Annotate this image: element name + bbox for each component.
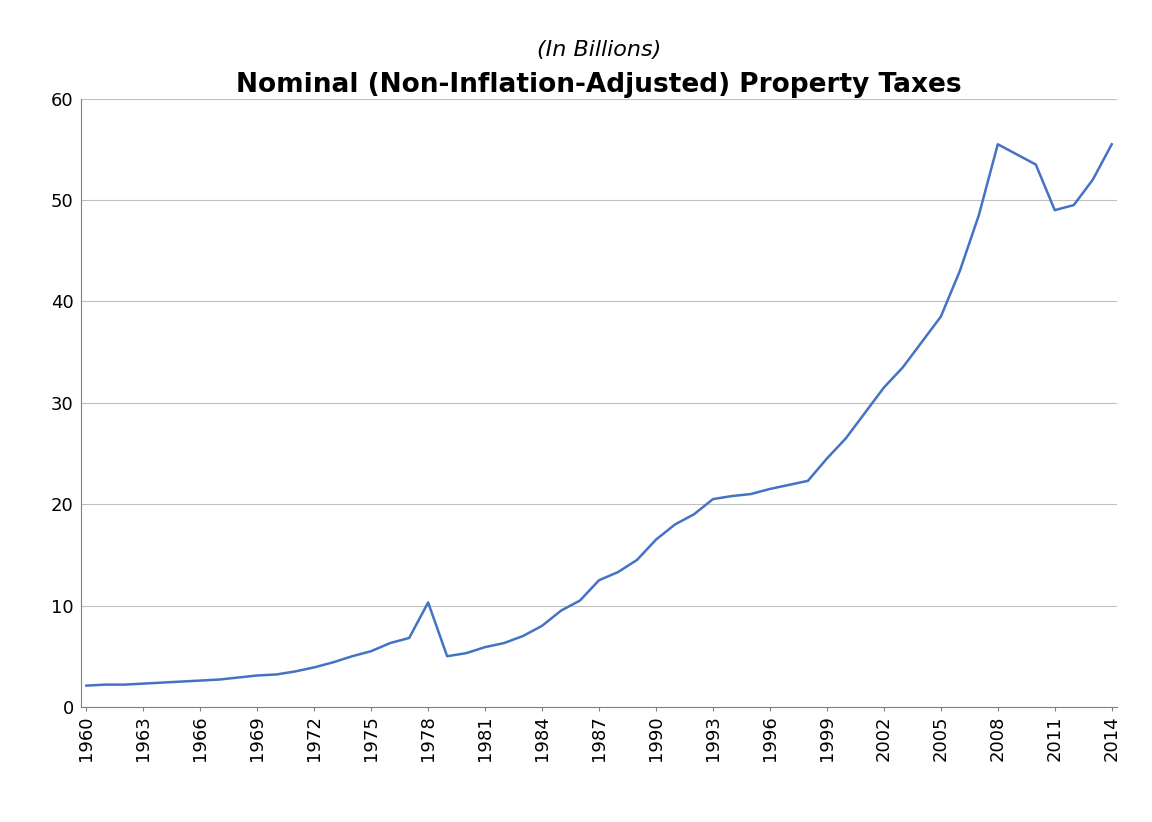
Title: Nominal (Non-Inflation-Adjusted) Property Taxes: Nominal (Non-Inflation-Adjusted) Propert… [236,72,962,98]
Text: (In Billions): (In Billions) [537,39,661,60]
